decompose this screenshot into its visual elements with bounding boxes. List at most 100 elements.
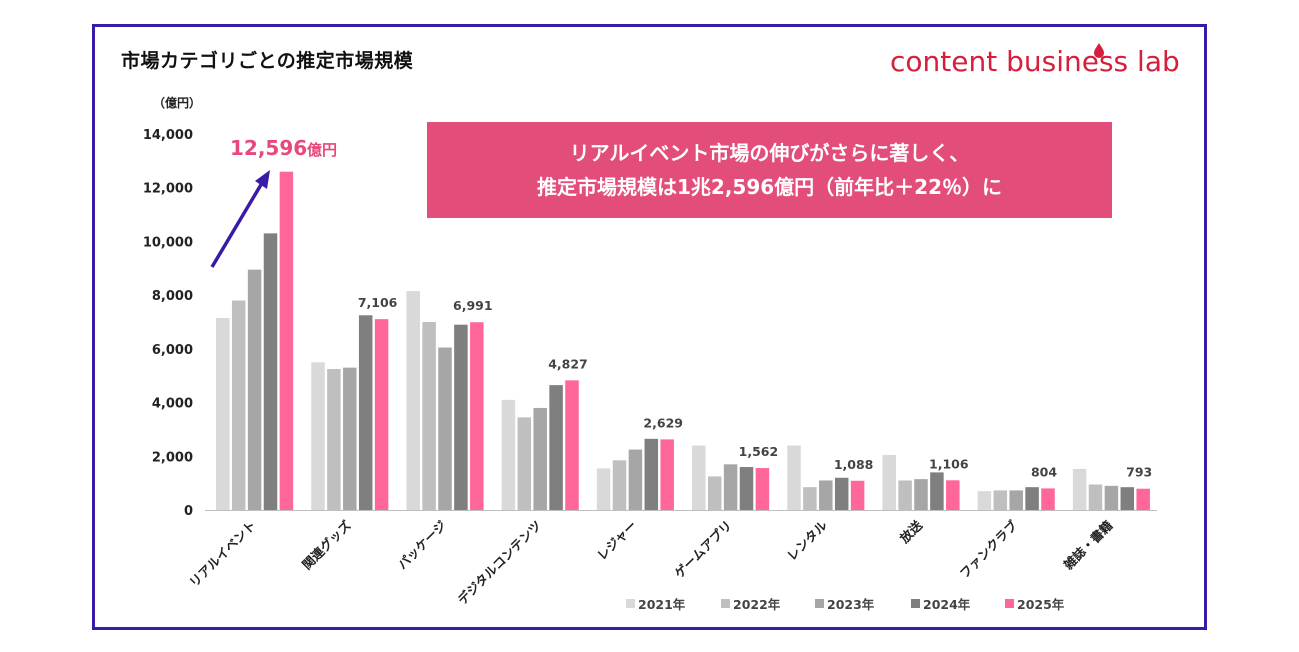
bar-1 [216,317,230,510]
bar-5 [470,322,484,510]
data-label-2025: 7,106 [358,295,398,310]
bar-4 [644,438,659,510]
y-tick-label: 6,000 [152,343,193,358]
bar-1 [406,291,420,510]
bar-3 [438,347,452,510]
logo-text: content business lab [890,45,1180,78]
bar-4 [834,477,849,510]
legend-label: 2025年 [1017,597,1065,612]
data-label-2025: 1,106 [929,456,969,471]
legend-label: 2023年 [827,597,875,612]
category-label: デジタルコンテンツ [455,518,545,608]
bar-1 [787,445,801,510]
bar-3 [1009,490,1023,510]
bar-3 [914,479,928,510]
arrowhead-icon [255,170,270,189]
category-label: リアルイベント [186,518,258,590]
legend-swatch [721,599,730,608]
bar-2 [1088,484,1103,510]
bar-4 [454,324,468,510]
y-tick-label: 14,000 [143,128,193,143]
bar-5 [850,480,865,510]
bar-2 [707,476,722,510]
bar-1 [596,468,611,510]
y-tick-label: 2,000 [152,450,193,465]
bar-3 [628,449,643,510]
content-business-lab-logo: content business lab [890,43,1180,78]
data-label-2025: 6,991 [453,298,493,313]
bar-3 [723,464,738,510]
axis-group: （億円） 0 2,000 4,000 6,000 8,000 10,000 12,000 14,… [143,95,1157,519]
bar-4 [358,315,373,510]
bar-3 [1104,485,1119,510]
data-label-2025: 1,088 [834,457,874,472]
category-label: レジャー [594,518,640,564]
bar-4 [263,233,278,510]
bars-group [216,171,1150,510]
highlight-unit: 億円 [307,141,337,159]
bar-5 [565,380,579,510]
y-tick-label: 8,000 [152,289,193,304]
data-label-2025: 793 [1126,465,1152,480]
category-label: ファンクラブ [957,517,1021,581]
bar-1 [882,454,896,510]
data-label-2025: 804 [1031,464,1057,479]
legend-label: 2021年 [638,597,686,612]
bar-5 [279,171,294,510]
legend-swatch [815,599,824,608]
category-label: レンタル [784,517,830,563]
callout-background [427,122,1112,218]
bar-4 [549,385,563,510]
bar-3 [533,407,547,510]
data-label-2025: 4,827 [548,356,588,371]
bar-4 [1025,487,1039,510]
bar-5 [1041,488,1055,510]
bar-2 [612,460,627,510]
bar-2 [517,417,532,510]
highlight-value: 12,596 [230,136,307,160]
category-label: パッケージ [394,517,449,572]
bar-2 [898,480,912,510]
category-label: 関連グッズ [299,517,354,572]
bar-5 [946,480,960,510]
headline-callout: リアルイベント市場の伸びがさらに著しく、 推定市場規模は1兆2,596億円（前年… [427,122,1112,218]
growth-arrow-icon [210,182,264,268]
y-tick-label: 0 [184,504,193,519]
legend-swatch [1005,599,1014,608]
logo-drop-icon [1094,43,1104,58]
bar-2 [803,487,817,510]
bar-4 [739,467,754,510]
bar-2 [231,300,246,510]
callout-line-2: 推定市場規模は1兆2,596億円（前年比＋22％）に [536,175,1002,199]
y-tick-label: 4,000 [152,397,193,412]
y-tick-label: 12,000 [143,182,193,197]
bar-4 [930,472,944,510]
bar-5 [1136,488,1150,510]
legend-swatch [626,599,635,608]
legend-swatch [911,599,920,608]
bar-4 [1120,487,1135,510]
bar-3 [247,269,262,510]
bar-5 [755,468,770,510]
callout-rect [427,122,1112,218]
legend-group: 2021年 2022年 2023年 2024年 2025年 [626,597,1065,612]
bar-1 [977,491,992,510]
category-label: 放送 [896,517,925,546]
chart-title: 市場カテゴリごとの推定市場規模 [121,50,414,72]
bar-2 [327,369,341,510]
bar-3 [343,367,357,510]
bar-1 [692,445,706,510]
bar-1 [1072,468,1087,510]
bar-5 [660,439,674,510]
y-tick-label: 10,000 [143,235,193,250]
bar-1 [311,362,325,510]
bar-2 [993,490,1008,510]
bar-2 [422,322,436,510]
callout-line-1: リアルイベント市場の伸びがさらに著しく、 [569,141,970,165]
legend-label: 2024年 [923,597,971,612]
legend-label: 2022年 [733,597,781,612]
category-label: 雑誌・書籍 [1060,517,1116,573]
data-label-2025: 2,629 [643,415,683,430]
y-axis-unit-label: （億円） [153,95,201,110]
